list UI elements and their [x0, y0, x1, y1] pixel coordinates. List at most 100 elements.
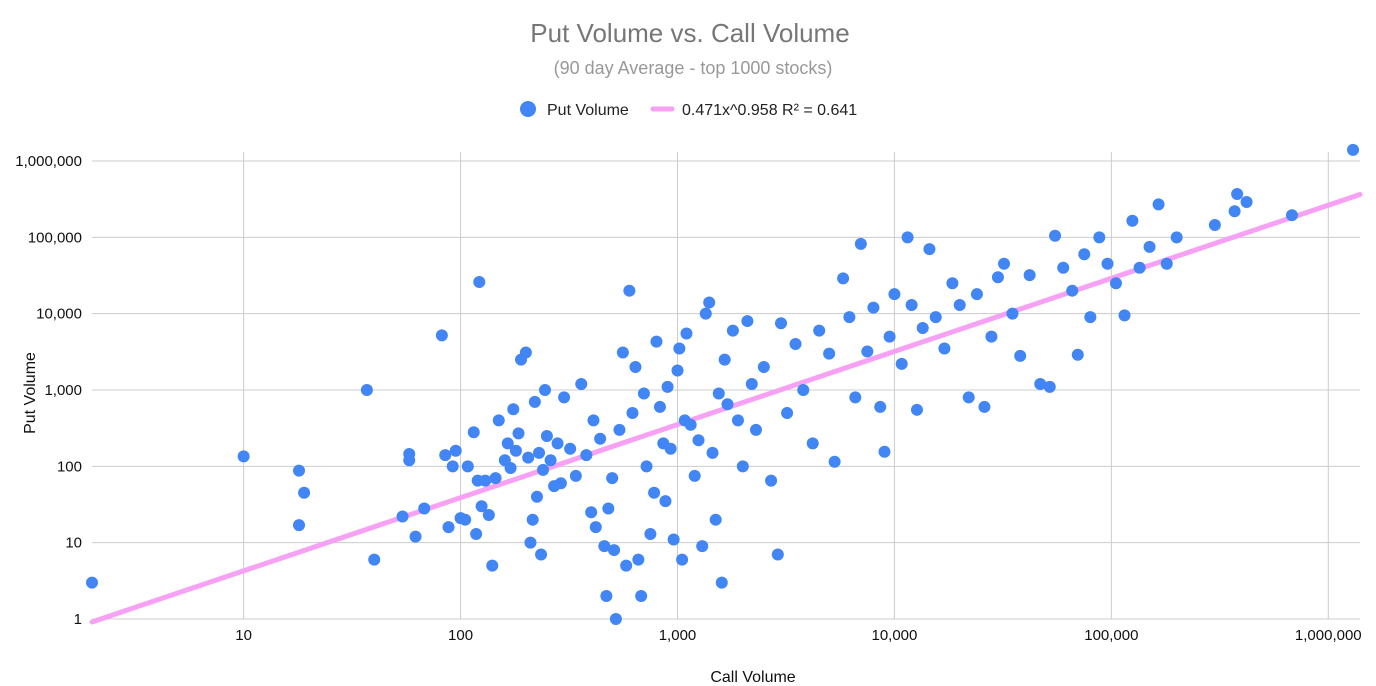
scatter-point-119 — [828, 455, 841, 468]
scatter-point-149 — [1034, 377, 1047, 390]
scatter-point-172 — [1347, 143, 1360, 156]
scatter-point-161 — [1126, 214, 1139, 227]
scatter-point-88 — [676, 553, 689, 566]
scatter-point-128 — [883, 330, 896, 343]
scatter-point-79 — [650, 335, 663, 348]
x-tick-label-0: 10 — [235, 627, 252, 644]
scatter-point-63 — [602, 502, 615, 515]
scatter-point-56 — [580, 449, 593, 462]
scatter-point-67 — [613, 423, 626, 436]
scatter-point-124 — [861, 345, 874, 358]
scatter-point-35 — [512, 427, 525, 440]
scatter-point-118 — [823, 347, 836, 360]
scatter-point-45 — [537, 463, 550, 476]
scatter-point-59 — [589, 521, 602, 534]
x-tick-label-5: 1,000,000 — [1295, 627, 1362, 644]
scatter-point-97 — [706, 446, 719, 459]
scatter-point-75 — [637, 387, 650, 400]
scatter-point-137 — [938, 342, 951, 355]
y-tick-label-0: 1 — [74, 611, 82, 628]
scatter-point-133 — [910, 403, 923, 416]
scatter-point-86 — [671, 364, 684, 377]
scatter-point-141 — [970, 288, 983, 301]
scatter-point-70 — [623, 284, 636, 297]
scatter-point-58 — [587, 414, 600, 427]
scatter-point-125 — [867, 301, 880, 314]
chart-title: Put Volume vs. Call Volume — [530, 18, 849, 48]
scatter-point-57 — [585, 506, 598, 519]
scatter-point-153 — [1066, 284, 1079, 297]
scatter-point-0 — [86, 576, 98, 589]
x-tick-label-3: 10,000 — [871, 627, 917, 644]
scatter-point-112 — [775, 317, 788, 330]
scatter-point-12 — [435, 329, 448, 342]
scatter-point-155 — [1078, 248, 1091, 261]
scatter-point-96 — [703, 296, 716, 309]
scatter-point-123 — [854, 237, 867, 250]
scatter-point-148 — [1023, 269, 1036, 282]
x-tick-label-4: 100,000 — [1084, 627, 1138, 644]
scatter-point-132 — [905, 298, 918, 311]
scatter-point-32 — [504, 462, 517, 475]
scatter-point-31 — [501, 437, 514, 450]
scatter-point-129 — [888, 288, 901, 301]
scatter-point-37 — [519, 346, 532, 359]
scatter-point-99 — [712, 387, 725, 400]
scatter-point-163 — [1143, 240, 1156, 253]
scatter-point-42 — [530, 490, 543, 503]
scatter-point-28 — [489, 472, 502, 485]
scatter-point-69 — [620, 559, 633, 572]
scatter-point-151 — [1049, 229, 1062, 242]
scatter-point-94 — [696, 540, 709, 553]
y-tick-label-2: 100 — [57, 458, 82, 475]
y-tick-label-4: 10,000 — [36, 306, 82, 323]
scatter-point-98 — [709, 513, 722, 526]
scatter-point-93 — [692, 434, 705, 447]
scatter-point-68 — [616, 346, 629, 359]
scatter-point-127 — [878, 445, 891, 458]
scatter-point-165 — [1160, 257, 1173, 270]
scatter-point-152 — [1057, 261, 1070, 274]
y-tick-label-5: 100,000 — [28, 229, 82, 246]
scatter-point-95 — [699, 307, 712, 320]
scatter-point-73 — [632, 553, 645, 566]
scatter-point-80 — [653, 400, 666, 413]
scatter-point-50 — [551, 437, 564, 450]
scatter-point-101 — [718, 353, 731, 366]
scatter-point-72 — [629, 361, 642, 374]
scatter-point-121 — [843, 311, 856, 324]
scatter-point-52 — [558, 391, 571, 404]
scatter-point-25 — [479, 474, 492, 487]
scatter-point-109 — [757, 361, 770, 374]
scatter-point-104 — [731, 414, 744, 427]
scatter-point-65 — [608, 544, 621, 557]
scatter-point-116 — [806, 437, 819, 450]
scatter-point-5 — [360, 384, 373, 396]
scatter-point-106 — [741, 315, 754, 328]
scatter-point-13 — [439, 449, 452, 462]
scatter-point-157 — [1093, 231, 1106, 244]
legend-label-put-volume: Put Volume — [547, 102, 629, 119]
scatter-point-145 — [998, 257, 1011, 270]
scatter-point-60 — [594, 432, 607, 445]
scatter-point-100 — [715, 576, 728, 589]
scatter-point-164 — [1152, 198, 1165, 211]
scatter-point-115 — [797, 384, 810, 396]
scatter-point-71 — [626, 406, 639, 419]
scatter-point-16 — [449, 444, 462, 457]
scatter-point-168 — [1228, 205, 1241, 218]
scatter-point-83 — [661, 380, 674, 393]
scatter-point-120 — [837, 272, 850, 285]
tick-layer: 10 100 1,000 10,000 100,000 1,000,000 1 10 100 1,… — [15, 153, 1361, 644]
scatter-point-20 — [467, 426, 480, 439]
scatter-point-134 — [916, 321, 929, 334]
scatter-point-19 — [461, 460, 474, 473]
scatter-point-90 — [680, 327, 693, 340]
scatter-point-114 — [789, 338, 802, 351]
scatter-point-6 — [368, 553, 381, 566]
scatter-point-38 — [522, 451, 535, 464]
scatter-point-126 — [874, 400, 887, 413]
x-tick-label-2: 1,000 — [659, 627, 697, 644]
scatter-point-21 — [470, 527, 483, 540]
